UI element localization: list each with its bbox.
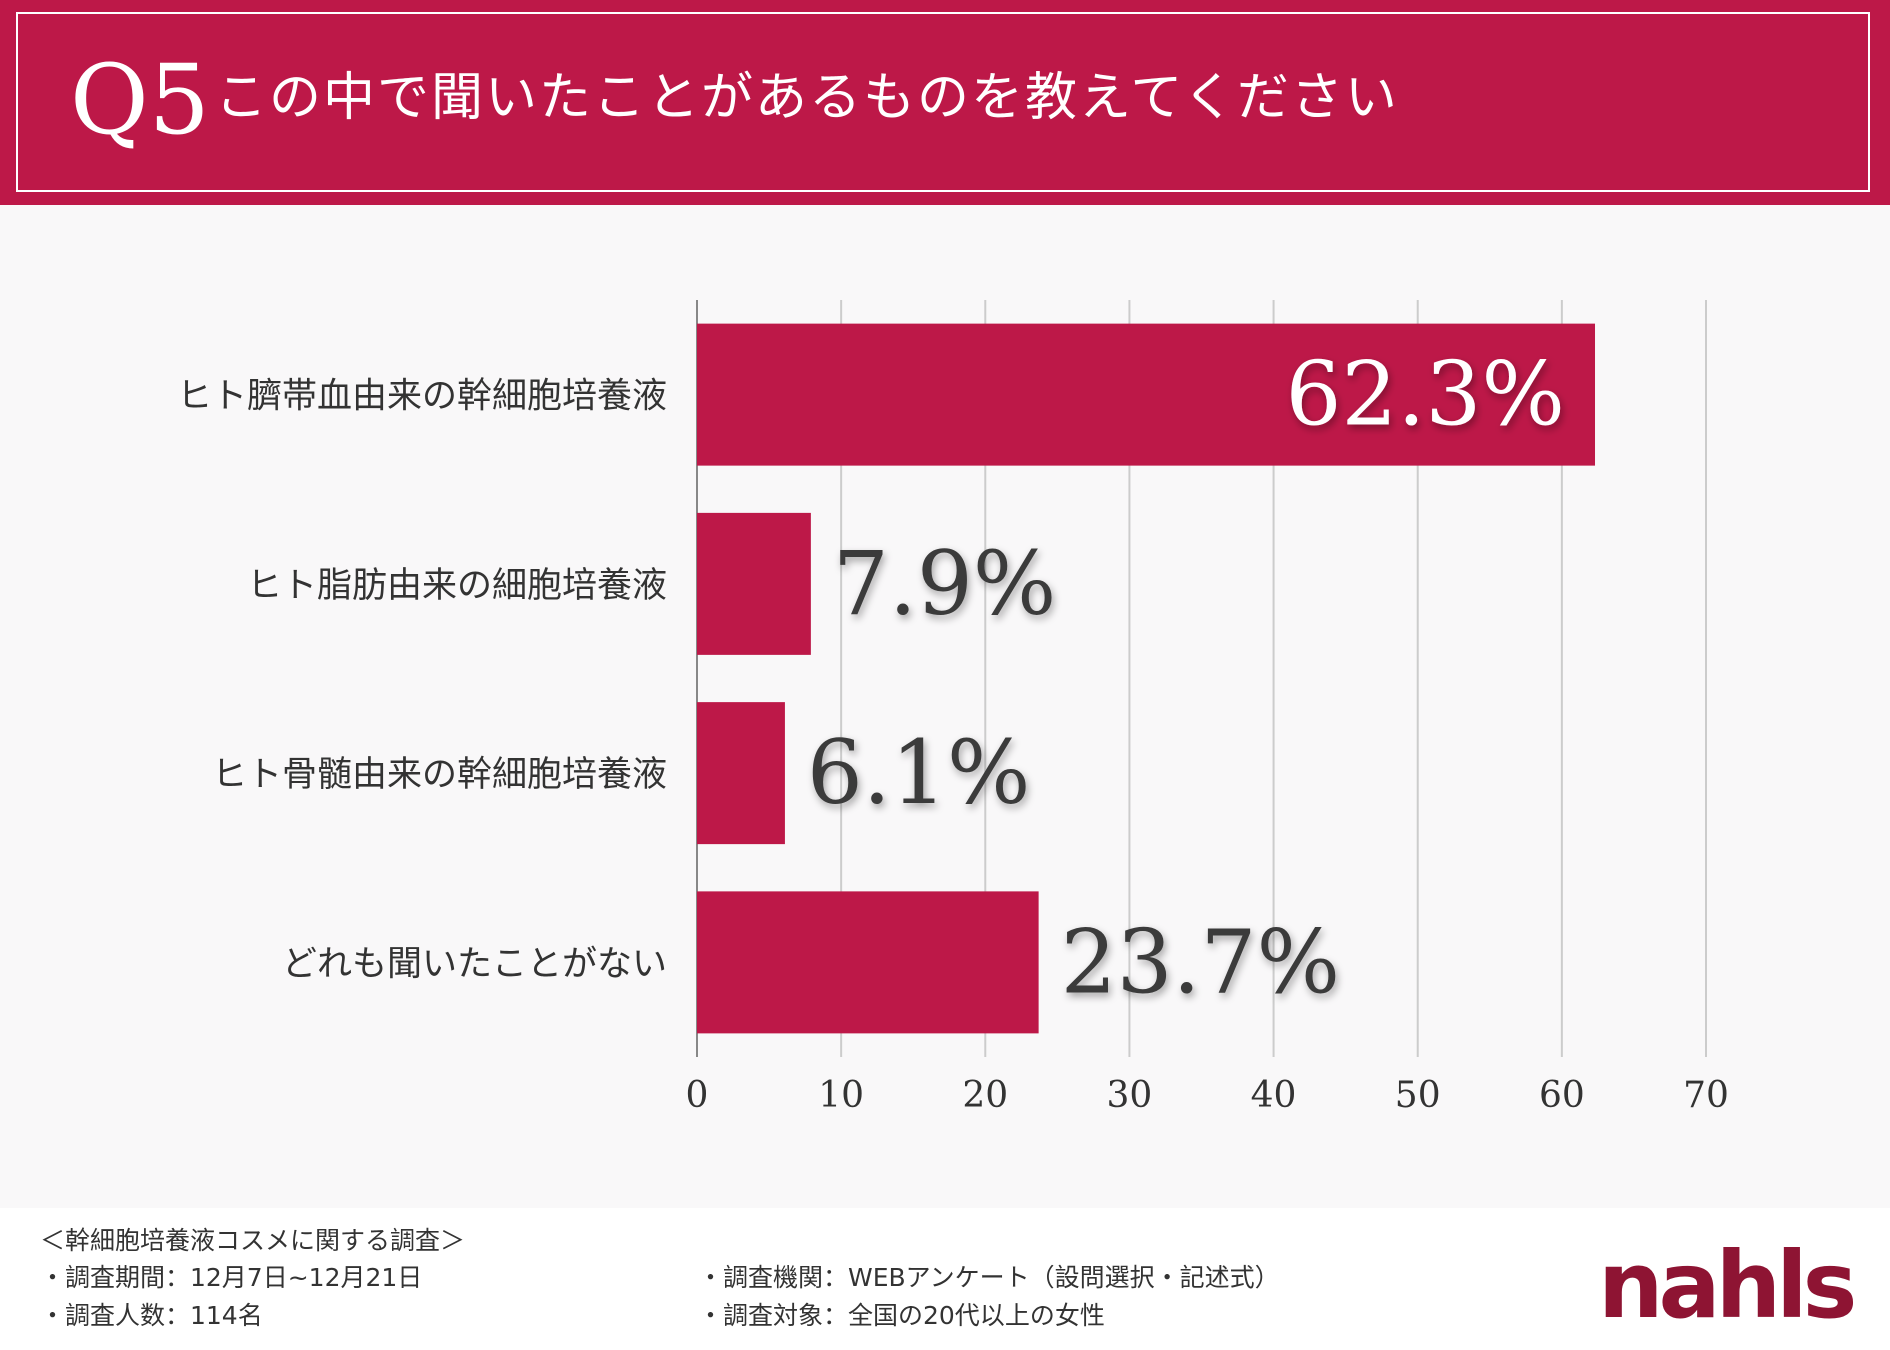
category-label: ヒト臍帯血由来の幹細胞培養液 <box>177 377 667 417</box>
survey-respondents: ・調査人数：114名 <box>40 1301 263 1330</box>
x-tick-label: 30 <box>1107 1075 1153 1116</box>
category-label: ヒト脂肪由来の細胞培養液 <box>247 566 667 606</box>
x-tick-label: 10 <box>818 1075 864 1116</box>
question-text: この中で聞いたことがあるものを教えてください <box>215 68 1399 128</box>
header-banner: Q5 この中で聞いたことがあるものを教えてください <box>0 0 1890 205</box>
survey-target: ・調査対象：全国の20代以上の女性 <box>698 1301 1105 1330</box>
header-frame <box>16 12 1870 192</box>
x-tick-label: 60 <box>1539 1075 1585 1116</box>
data-label: 7.9% <box>833 532 1057 635</box>
data-label: 62.3% <box>1285 343 1565 446</box>
survey-title: ＜幹細胞培養液コスメに関する調査＞ <box>40 1226 466 1255</box>
x-tick-label: 20 <box>962 1075 1008 1116</box>
bar-chart: 0 10 20 30 40 50 60 70 ヒト臍帯血由来の幹細胞培養液 62.3% ヒト脂肪由来… <box>177 300 1729 1116</box>
question-number: Q5 <box>70 44 210 156</box>
bar <box>697 323 1596 466</box>
survey-period: ・調査期間：12月7日~12月21日 <box>40 1263 423 1292</box>
x-tick-label: 40 <box>1251 1075 1297 1116</box>
category-label: どれも聞いたことがない <box>282 944 667 984</box>
survey-organization: ・調査機関：WEBアンケート（設問選択・記述式） <box>698 1263 1280 1292</box>
nahls-logo: nahls <box>1598 1232 1857 1339</box>
footer-panel <box>0 1208 1890 1350</box>
x-tick-label: 70 <box>1683 1075 1729 1116</box>
data-label: 6.1% <box>807 721 1031 824</box>
bar <box>697 702 785 845</box>
category-label: ヒト骨髄由来の幹細胞培養液 <box>212 755 667 795</box>
bar <box>697 891 1039 1034</box>
x-tick-label: 50 <box>1395 1075 1441 1116</box>
data-label: 23.7% <box>1061 910 1341 1013</box>
bar <box>697 512 811 655</box>
x-tick-label: 0 <box>686 1075 709 1116</box>
